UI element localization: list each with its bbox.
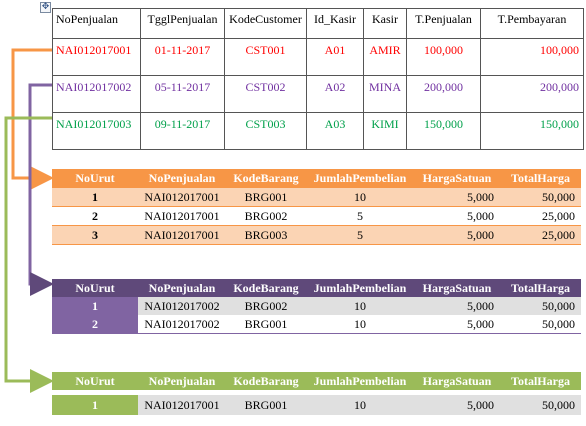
cell-nopenjualan: NAI012017003	[52, 112, 141, 150]
cell-nourut: 1	[52, 395, 138, 415]
header-jumlahpembelian: JumlahPembelian	[306, 169, 414, 188]
header-tgglpenjualan: TgglPenjualan	[140, 8, 225, 39]
cell-nourut: 3	[52, 225, 138, 245]
detail-table-orange: NoUrut NoPenjualan KodeBarang JumlahPemb…	[52, 169, 581, 245]
table-row: NAI012017002 05-11-2017 CST002 A02 MINA …	[52, 75, 584, 113]
cell-harga: 5,000	[414, 225, 500, 245]
header-hargasatuan: HargaSatuan	[414, 372, 500, 390]
detail-header-row: NoUrut NoPenjualan KodeBarang JumlahPemb…	[52, 169, 581, 188]
cell-total: 25,000	[500, 225, 581, 245]
table-row: 3 NAI012017001 BRG003 5 5,000 25,000	[52, 225, 581, 245]
cell-customer: CST001	[224, 38, 307, 76]
table-row: 1 NAI012017001 BRG001 10 5,000 50,000	[52, 395, 581, 415]
cell-tpembayaran: 100,000	[480, 38, 584, 76]
cell-harga: 5,000	[414, 297, 500, 315]
cell-kodebarang: BRG002	[226, 297, 306, 315]
cell-kodebarang: BRG002	[226, 206, 306, 226]
cell-nopenjualan: NAI012017002	[138, 315, 226, 334]
cell-harga: 5,000	[414, 206, 500, 226]
cell-total: 25,000	[500, 206, 581, 226]
header-nourut: NoUrut	[52, 279, 138, 297]
cell-nopenjualan: NAI012017001	[138, 395, 226, 415]
cell-jumlah: 10	[306, 297, 414, 315]
table-row: NAI012017003 09-11-2017 CST003 A03 KIMI …	[52, 112, 584, 150]
header-totalharga: TotalHarga	[500, 169, 581, 188]
cell-nopenjualan: NAI012017002	[52, 75, 141, 113]
master-sales-table: NoPenjualan TgglPenjualan KodeCustomer I…	[52, 8, 584, 150]
cell-id-kasir: A01	[306, 38, 364, 76]
cell-harga: 5,000	[414, 187, 500, 207]
cell-jumlah: 10	[306, 315, 414, 334]
cell-harga: 5,000	[414, 395, 500, 415]
cell-nourut: 2	[52, 206, 138, 226]
header-kodebarang: KodeBarang	[226, 372, 306, 390]
header-nourut: NoUrut	[52, 169, 138, 188]
green-connector-arrow	[4, 116, 54, 393]
cell-total: 50,000	[500, 297, 581, 315]
cell-nopenjualan: NAI012017001	[138, 206, 226, 226]
cell-kodebarang: BRG001	[226, 187, 306, 207]
header-kasir: Kasir	[363, 8, 407, 39]
detail-table-purple: NoUrut NoPenjualan KodeBarang JumlahPemb…	[52, 279, 581, 334]
cell-tpenjualan: 200,000	[406, 75, 481, 113]
detail-table-green: NoUrut NoPenjualan KodeBarang JumlahPemb…	[52, 372, 581, 415]
cell-customer: CST002	[224, 75, 307, 113]
cell-nourut: 1	[52, 187, 138, 207]
header-hargasatuan: HargaSatuan	[414, 279, 500, 297]
header-nopenjualan: NoPenjualan	[52, 8, 141, 39]
cell-nourut: 2	[52, 315, 138, 334]
cell-customer: CST003	[224, 112, 307, 150]
header-nopenjualan: NoPenjualan	[138, 169, 226, 188]
header-totalharga: TotalHarga	[500, 372, 581, 390]
cell-nourut: 1	[52, 297, 138, 315]
header-jumlahpembelian: JumlahPembelian	[306, 279, 414, 297]
cell-kodebarang: BRG003	[226, 225, 306, 245]
row-spacer	[52, 390, 581, 395]
table-row: 1 NAI012017001 BRG001 10 5,000 50,000	[52, 187, 581, 207]
cell-kodebarang: BRG001	[226, 395, 306, 415]
header-totalharga: TotalHarga	[500, 279, 581, 297]
cell-total: 50,000	[500, 395, 581, 415]
cell-nopenjualan: NAI012017001	[138, 187, 226, 207]
header-nourut: NoUrut	[52, 372, 138, 390]
cell-tpenjualan: 150,000	[406, 112, 481, 150]
cell-kasir: AMIR	[363, 38, 407, 76]
cell-jumlah: 10	[306, 395, 414, 415]
header-kodebarang: KodeBarang	[226, 169, 306, 188]
cell-id-kasir: A03	[306, 112, 364, 150]
header-tpenjualan: T.Penjualan	[406, 8, 481, 39]
header-id-kasir: Id_Kasir	[306, 8, 364, 39]
header-nopenjualan: NoPenjualan	[138, 279, 226, 297]
cell-jumlah: 10	[306, 187, 414, 207]
cell-total: 50,000	[500, 315, 581, 334]
header-kodebarang: KodeBarang	[226, 279, 306, 297]
cell-jumlah: 5	[306, 206, 414, 226]
header-jumlahpembelian: JumlahPembelian	[306, 372, 414, 390]
table-move-handle-icon[interactable]: ✥	[40, 2, 51, 13]
purple-connector-arrow	[28, 83, 54, 296]
detail-header-row: NoUrut NoPenjualan KodeBarang JumlahPemb…	[52, 279, 581, 297]
cell-kodebarang: BRG001	[226, 315, 306, 334]
cell-harga: 5,000	[414, 315, 500, 334]
cell-tgl: 05-11-2017	[140, 75, 225, 113]
table-row: 2 NAI012017002 BRG001 10 5,000 50,000	[52, 315, 581, 334]
detail-header-row: NoUrut NoPenjualan KodeBarang JumlahPemb…	[52, 372, 581, 390]
orange-connector-arrow	[11, 48, 54, 190]
cell-nopenjualan: NAI012017002	[138, 297, 226, 315]
table-row: 2 NAI012017001 BRG002 5 5,000 25,000	[52, 206, 581, 226]
table-row: 1 NAI012017002 BRG002 10 5,000 50,000	[52, 297, 581, 315]
cell-nopenjualan: NAI012017001	[138, 225, 226, 245]
cell-kasir: MINA	[363, 75, 407, 113]
cell-jumlah: 5	[306, 225, 414, 245]
cell-tpembayaran: 150,000	[480, 112, 584, 150]
cell-tpembayaran: 200,000	[480, 75, 584, 113]
cell-tgl: 09-11-2017	[140, 112, 225, 150]
cell-total: 50,000	[500, 187, 581, 207]
header-hargasatuan: HargaSatuan	[414, 169, 500, 188]
header-nopenjualan: NoPenjualan	[138, 372, 226, 390]
